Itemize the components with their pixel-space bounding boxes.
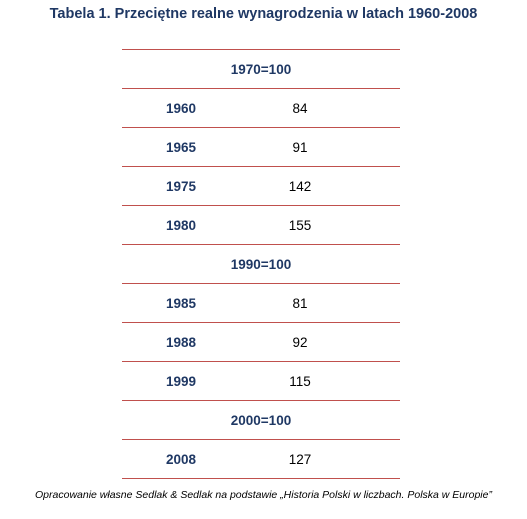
base-year-label: 1970=100 <box>230 61 292 77</box>
value-cell: 84 <box>292 100 308 116</box>
table-title: Tabela 1. Przeciętne realne wynagrodzeni… <box>49 6 478 22</box>
table-row: 2008 127 <box>122 440 400 479</box>
table-row: 1988 92 <box>122 323 400 362</box>
source-footnote: Opracowanie własne Sedlak & Sedlak na po… <box>35 489 492 501</box>
base-year-label: 2000=100 <box>230 412 292 428</box>
value-cell: 115 <box>289 373 311 389</box>
section-header-row: 1970=100 <box>122 50 400 89</box>
year-cell: 2008 <box>165 451 197 467</box>
year-cell: 1999 <box>165 373 197 389</box>
value-cell: 142 <box>288 178 312 194</box>
year-cell: 1960 <box>165 100 197 116</box>
table-row: 1999 115 <box>122 362 400 401</box>
table-row: 1960 84 <box>122 89 400 128</box>
table-row: 1975 142 <box>122 167 400 206</box>
year-cell: 1965 <box>165 139 197 155</box>
value-cell: 81 <box>292 295 308 311</box>
table-row: 1980 155 <box>122 206 400 245</box>
section-header-row: 1990=100 <box>122 245 400 284</box>
year-cell: 1975 <box>165 178 197 194</box>
value-cell: 155 <box>288 217 312 233</box>
year-cell: 1980 <box>165 217 197 233</box>
wage-table: 1970=100 1960 84 1965 91 1975 142 1980 1… <box>122 49 400 479</box>
section-header-row: 2000=100 <box>122 401 400 440</box>
value-cell: 92 <box>292 334 308 350</box>
value-cell: 127 <box>288 451 312 467</box>
year-cell: 1985 <box>165 295 197 311</box>
table-row: 1965 91 <box>122 128 400 167</box>
year-cell: 1988 <box>165 334 197 350</box>
base-year-label: 1990=100 <box>230 256 292 272</box>
table-row: 1985 81 <box>122 284 400 323</box>
value-cell: 91 <box>292 139 308 155</box>
